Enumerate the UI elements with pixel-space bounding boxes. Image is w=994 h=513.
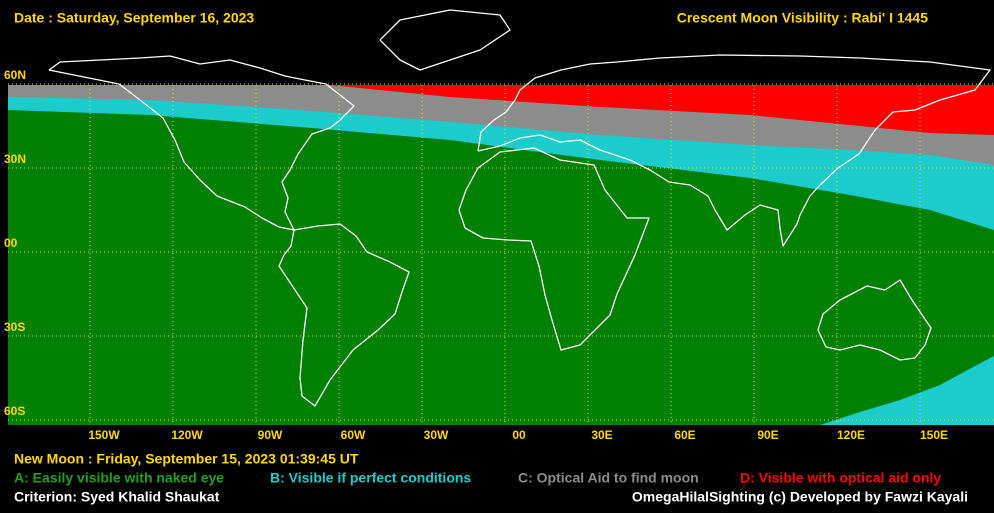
- legend-item: D: Visible with optical aid only: [740, 470, 941, 486]
- lat-label: 30N: [4, 152, 26, 166]
- criterion: Criterion: Syed Khalid Shaukat: [14, 489, 220, 505]
- zone-d: [330, 85, 994, 135]
- coastlines: [48, 9, 991, 407]
- lat-label: 60S: [4, 404, 25, 418]
- greenland: [379, 9, 511, 71]
- legend-item: B: Visible if perfect conditions: [270, 470, 471, 486]
- new-moon: New Moon : Friday, September 15, 2023 01…: [14, 451, 359, 467]
- date: Date : Saturday, September 16, 2023: [14, 10, 254, 26]
- australia: [817, 279, 932, 361]
- lon-label: 150W: [88, 428, 120, 442]
- graticule: [8, 83, 994, 425]
- lon-label: 60W: [341, 428, 366, 442]
- south-america: [278, 223, 410, 407]
- map-title: Crescent Moon Visibility : Rabi' I 1445: [677, 10, 928, 26]
- lon-label: 150E: [920, 428, 948, 442]
- lon-label: 30E: [591, 428, 612, 442]
- lon-label: 120E: [837, 428, 865, 442]
- lon-label: 120W: [171, 428, 203, 442]
- north-america: [48, 55, 355, 231]
- zone-b-south: [820, 356, 994, 425]
- lat-label: 60N: [4, 68, 26, 82]
- legend-item: C: Optical Aid to find moon: [518, 470, 699, 486]
- lat-label: 00: [4, 236, 18, 250]
- lat-label: 30S: [4, 320, 25, 334]
- lon-label: 30W: [424, 428, 449, 442]
- africa: [458, 147, 650, 351]
- lon-label: 60E: [674, 428, 695, 442]
- eurasia: [477, 54, 991, 247]
- lon-label: 90W: [258, 428, 283, 442]
- legend-item: A: Easily visible with naked eye: [14, 470, 224, 486]
- credit: OmegaHilalSighting (c) Developed by Fawz…: [632, 489, 968, 505]
- lon-label: 00: [512, 428, 526, 442]
- lon-label: 90E: [757, 428, 778, 442]
